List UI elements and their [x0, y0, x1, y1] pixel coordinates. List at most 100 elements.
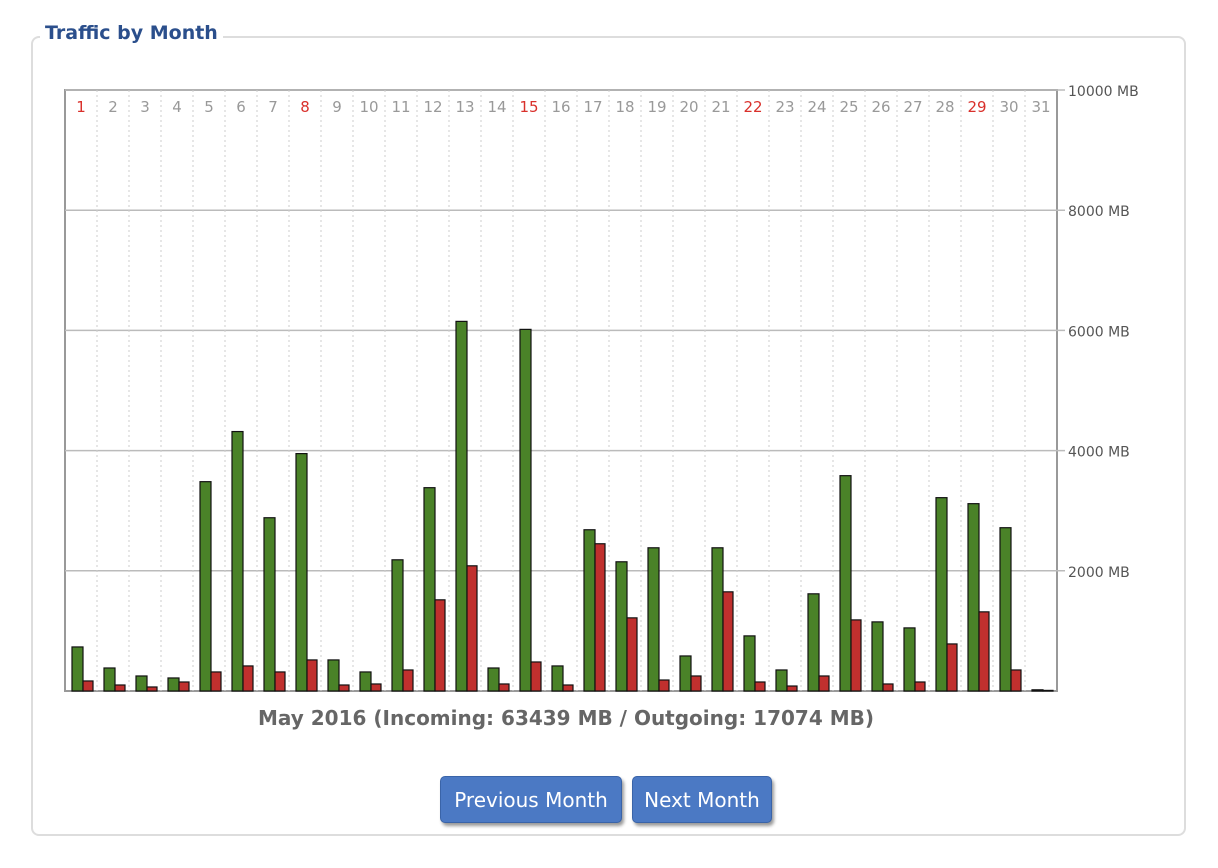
incoming-bar — [295, 453, 308, 692]
outgoing-bar — [338, 684, 350, 692]
day-label: 3 — [140, 98, 150, 116]
outgoing-bar — [786, 685, 798, 692]
incoming-bar — [1031, 689, 1044, 692]
incoming-bar — [359, 671, 372, 692]
outgoing-bar — [146, 686, 158, 692]
incoming-bar — [807, 593, 820, 692]
incoming-bar — [839, 475, 852, 692]
day-label: 19 — [647, 98, 666, 116]
outgoing-bar — [722, 591, 734, 692]
outgoing-bar — [466, 565, 478, 692]
incoming-bar — [679, 655, 692, 692]
day-label: 6 — [236, 98, 246, 116]
day-label: 7 — [268, 98, 278, 116]
panel-title: Traffic by Month — [40, 22, 223, 44]
y-tick-label: 10000 MB — [1068, 84, 1139, 100]
day-label: 29 — [967, 98, 986, 116]
next-month-button[interactable]: Next Month — [632, 776, 772, 823]
outgoing-bar — [82, 680, 94, 692]
day-label: 9 — [332, 98, 342, 116]
outgoing-bar — [754, 681, 766, 692]
outgoing-bar — [914, 681, 926, 692]
incoming-bar — [135, 675, 148, 692]
day-label: 31 — [1031, 98, 1050, 116]
day-label: 17 — [583, 98, 602, 116]
incoming-bar — [743, 635, 756, 692]
outgoing-bar — [946, 643, 958, 692]
outgoing-bar — [242, 665, 254, 692]
y-tick-label: 4000 MB — [1068, 445, 1130, 461]
outgoing-bar — [882, 683, 894, 692]
incoming-bar — [327, 659, 340, 692]
day-label: 30 — [999, 98, 1018, 116]
day-label: 5 — [204, 98, 214, 116]
outgoing-bar — [114, 684, 126, 692]
day-label: 15 — [519, 98, 538, 116]
incoming-bar — [647, 547, 660, 692]
incoming-bar — [231, 430, 244, 692]
day-label: 26 — [871, 98, 890, 116]
plot-area — [64, 89, 1058, 692]
incoming-bar — [263, 517, 276, 692]
day-label: 4 — [172, 98, 182, 116]
day-label: 27 — [903, 98, 922, 116]
incoming-bar — [103, 667, 116, 692]
y-tick-label: 6000 MB — [1068, 324, 1130, 340]
y-tick-label: 8000 MB — [1068, 204, 1130, 220]
outgoing-bar — [850, 619, 862, 692]
outgoing-bar — [818, 675, 830, 692]
outgoing-bar — [594, 543, 606, 692]
incoming-bar — [487, 667, 500, 692]
incoming-bar — [551, 665, 564, 692]
incoming-bar — [711, 547, 724, 692]
incoming-bar — [519, 328, 532, 692]
outgoing-bar — [306, 659, 318, 692]
outgoing-bar — [626, 617, 638, 692]
incoming-bar — [167, 677, 180, 692]
day-label: 23 — [775, 98, 794, 116]
outgoing-bar — [210, 671, 222, 692]
day-label: 16 — [551, 98, 570, 116]
day-label: 20 — [679, 98, 698, 116]
outgoing-bar — [274, 671, 286, 692]
outgoing-bar — [370, 683, 382, 692]
day-label: 2 — [108, 98, 118, 116]
incoming-bar — [391, 559, 404, 692]
outgoing-bar — [1010, 669, 1022, 692]
incoming-bar — [775, 669, 788, 692]
outgoing-bar — [498, 683, 510, 692]
day-label: 8 — [300, 98, 310, 116]
day-label: 13 — [455, 98, 474, 116]
chart-caption: May 2016 (Incoming: 63439 MB / Outgoing:… — [257, 706, 874, 730]
incoming-bar — [871, 621, 884, 692]
outgoing-bar — [690, 675, 702, 692]
incoming-bar — [455, 320, 468, 692]
day-label: 22 — [743, 98, 762, 116]
outgoing-bar — [1042, 689, 1054, 692]
day-label: 11 — [391, 98, 410, 116]
day-label: 18 — [615, 98, 634, 116]
incoming-bar — [615, 561, 628, 692]
day-label: 14 — [487, 98, 506, 116]
previous-month-button[interactable]: Previous Month — [440, 776, 622, 823]
incoming-bar — [583, 529, 596, 692]
incoming-bar — [199, 481, 212, 692]
incoming-bar — [967, 503, 980, 692]
outgoing-bar — [562, 684, 574, 692]
day-label: 24 — [807, 98, 826, 116]
traffic-panel — [31, 36, 1186, 836]
day-label: 12 — [423, 98, 442, 116]
day-label: 28 — [935, 98, 954, 116]
y-tick-label: 2000 MB — [1068, 565, 1130, 581]
day-label: 25 — [839, 98, 858, 116]
day-label: 21 — [711, 98, 730, 116]
incoming-bar — [423, 487, 436, 692]
incoming-bar — [903, 627, 916, 692]
outgoing-bar — [530, 661, 542, 692]
day-label: 1 — [76, 98, 86, 116]
incoming-bar — [71, 646, 84, 692]
outgoing-bar — [402, 669, 414, 692]
outgoing-bar — [658, 679, 670, 692]
incoming-bar — [999, 527, 1012, 692]
